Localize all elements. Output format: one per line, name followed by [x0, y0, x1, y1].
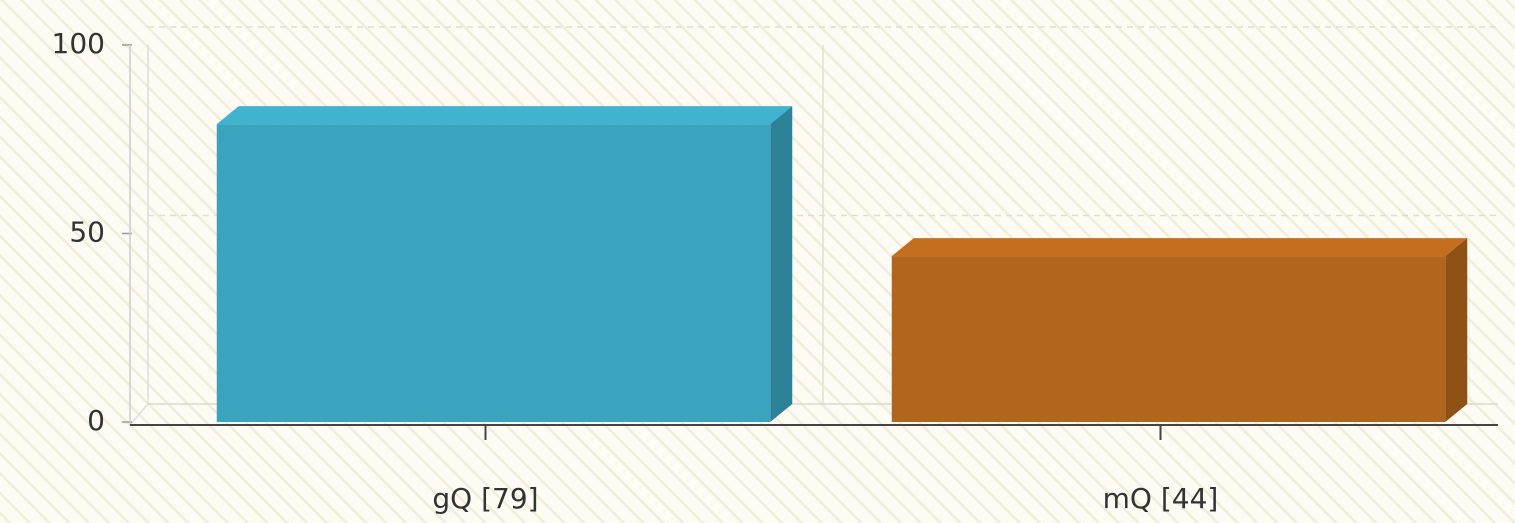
bar [216, 124, 771, 423]
y-tick-label: 100 [52, 27, 105, 60]
y-tick-label: 0 [87, 404, 105, 437]
bar-top [891, 238, 1468, 257]
y-tick-label: 50 [69, 216, 105, 249]
bar-side [1445, 238, 1468, 422]
bar-top [216, 106, 793, 125]
x-tick-label: gQ [79] [432, 482, 538, 515]
bar [891, 256, 1446, 422]
floor-edge [129, 403, 149, 426]
bar-side [770, 106, 793, 423]
x-tick-label: mQ [44] [1103, 482, 1219, 515]
